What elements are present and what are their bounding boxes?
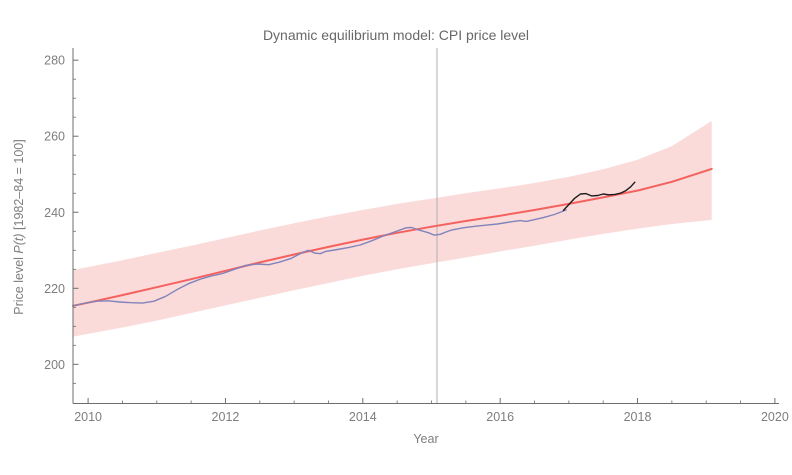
x-tick-label: 2016 xyxy=(486,410,514,424)
x-tick-label: 2020 xyxy=(761,410,789,424)
y-tick-label: 220 xyxy=(44,282,65,296)
y-axis-label-variable: P(t) xyxy=(12,233,26,254)
cpi-recent-line xyxy=(562,181,636,212)
dynamic-equilibrium-model-line xyxy=(72,167,713,307)
x-axis-label: Year xyxy=(413,432,439,446)
y-tick-label: 260 xyxy=(44,130,65,144)
plot-title: Dynamic equilibrium model: CPI price lev… xyxy=(262,27,530,43)
x-tick-label: 2014 xyxy=(349,410,377,424)
x-tick-label: 2018 xyxy=(624,410,652,424)
x-tick-label: 2010 xyxy=(74,410,102,424)
y-axis-label: Price level P(t) [1982–84 = 100] xyxy=(12,62,28,392)
y-tick-label: 200 xyxy=(44,358,65,372)
x-tick-label: 2012 xyxy=(212,410,240,424)
y-axis-label-suffix: [1982–84 = 100] xyxy=(12,139,26,234)
y-tick-label: 240 xyxy=(44,206,65,220)
forecast-confidence-band xyxy=(73,121,712,337)
cpi-observed-line xyxy=(72,209,567,307)
y-tick-label: 280 xyxy=(44,54,65,68)
y-axis-label-prefix: Price level xyxy=(12,253,26,315)
